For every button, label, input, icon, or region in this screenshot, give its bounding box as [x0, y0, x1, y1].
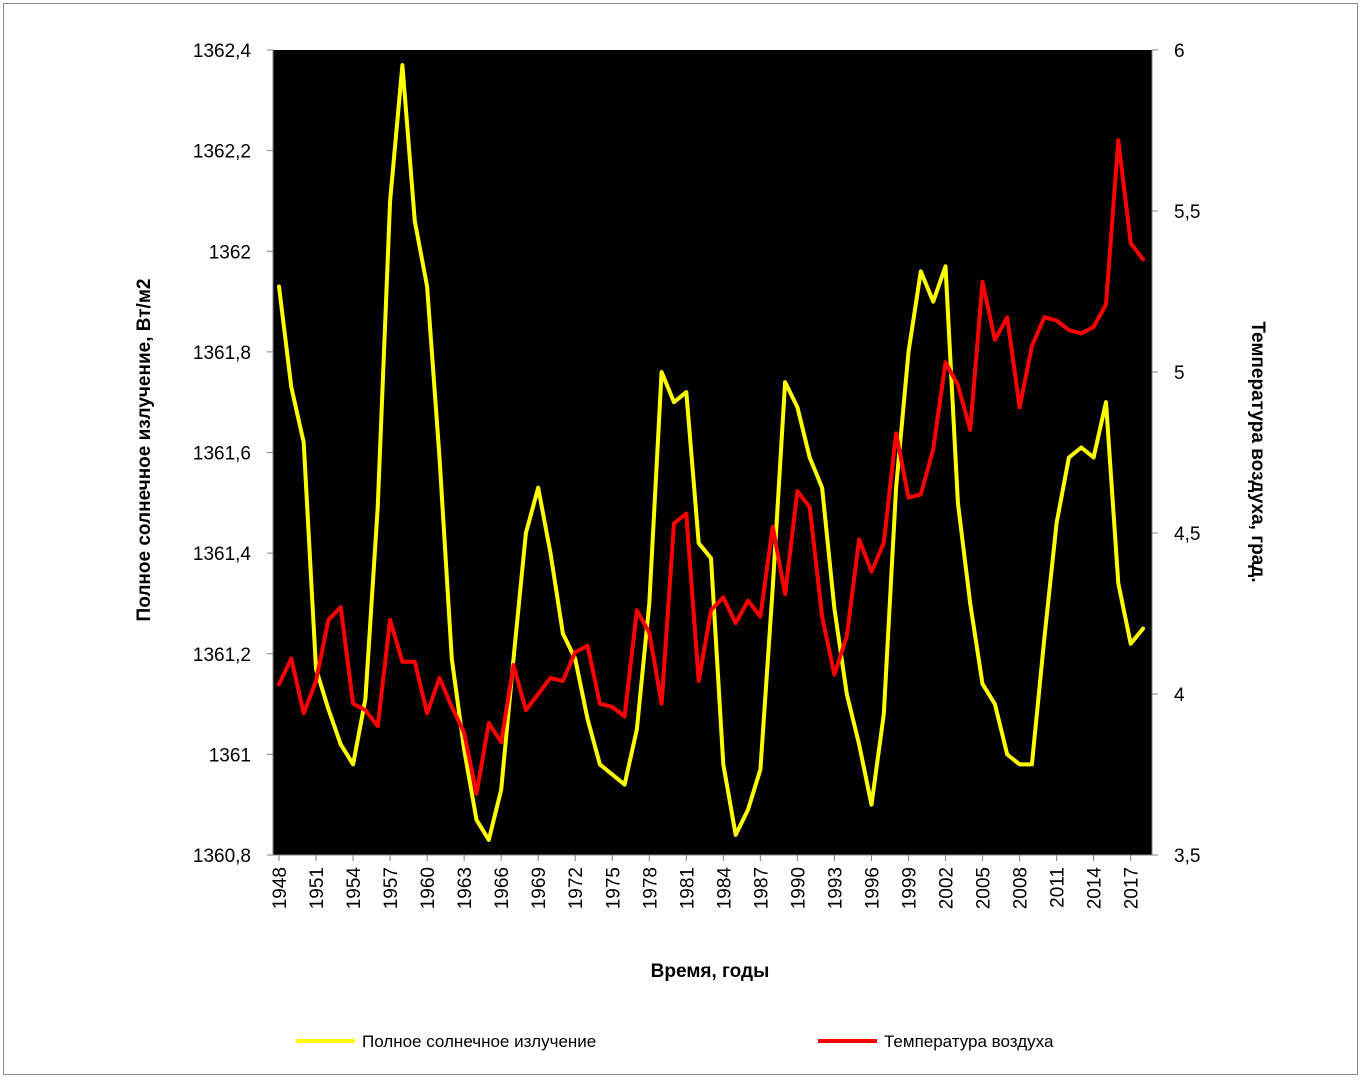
legend-label-solar: Полное солнечное излучение: [362, 1032, 596, 1051]
x-tick-label: 2011: [1048, 867, 1069, 908]
series-line-air-temperature: [277, 138, 1145, 796]
x-tick-label: 2008: [1011, 867, 1032, 909]
chart-frame: [3, 3, 1358, 1075]
y-right-axis-title: Температура воздуха, град.: [1247, 321, 1268, 582]
x-tick-label: 1954: [344, 867, 365, 910]
x-tick-label: 2002: [937, 867, 958, 909]
y-left-tick-label: 1361: [209, 745, 251, 766]
x-tick-label: 1975: [603, 867, 624, 909]
y-left-tick-label: 1362,4: [193, 41, 252, 62]
y-right-tick-label: 3,5: [1174, 846, 1200, 867]
legend: Полное солнечное излучение Температура в…: [296, 1032, 1054, 1051]
x-tick-label: 1981: [677, 867, 698, 909]
y-left-tick-label: 1361,8: [193, 343, 251, 364]
x-tick-label: 1990: [788, 867, 809, 909]
x-tick-label: 1978: [640, 867, 661, 909]
y-left-tick-label: 1361,2: [193, 645, 251, 666]
y-left-tick-label: 1361,4: [193, 544, 252, 565]
x-tick-label: 1948: [270, 867, 291, 909]
y-left-tick-label: 1362: [209, 242, 251, 263]
y-left-tick-label: 1362,2: [193, 142, 251, 163]
x-axis: 1948 1951 1954 1957 1960 1963 1966 1969 1972 1975…: [270, 854, 1152, 910]
x-tick-label: 2005: [974, 867, 995, 909]
y-right-axis: 3,5 4 4,5 5 5,5 6: [1151, 41, 1200, 867]
x-tick-label: 2014: [1085, 867, 1106, 910]
y-right-tick-label: 6: [1174, 41, 1185, 62]
x-tick-label: 1999: [899, 867, 920, 909]
plot-area: [273, 50, 1152, 855]
x-tick-label: 1957: [381, 867, 402, 909]
x-axis-title: Время, годы: [651, 961, 770, 982]
x-tick-label: 1963: [455, 867, 476, 909]
x-tick-label: 1966: [492, 867, 513, 909]
x-tick-label: 1987: [751, 867, 772, 909]
x-tick-label: 2017: [1122, 867, 1143, 909]
y-right-tick-label: 4,5: [1174, 524, 1200, 545]
series-line-solar-irradiance: [277, 63, 1145, 842]
x-tick-label: 1996: [862, 867, 883, 909]
y-right-tick-label: 5: [1174, 363, 1185, 384]
y-left-axis: 1360,8 1361 1361,2 1361,4 1361,6 1361,8 1362 13…: [193, 41, 274, 867]
y-right-tick-label: 4: [1174, 685, 1185, 706]
y-left-tick-label: 1360,8: [193, 846, 251, 867]
x-tick-label: 1969: [529, 867, 550, 909]
series-layer: [277, 63, 1145, 842]
x-tick-label: 1993: [825, 867, 846, 909]
x-tick-label: 1960: [418, 867, 439, 909]
x-tick-label: 1984: [714, 867, 735, 910]
y-left-axis-title: Полное солнечное излучение, Вт/м2: [134, 279, 155, 622]
y-right-tick-label: 5,5: [1174, 202, 1200, 223]
legend-label-temperature: Температура воздуха: [884, 1032, 1054, 1051]
x-tick-label: 1972: [566, 867, 587, 909]
x-tick-label: 1951: [307, 867, 328, 909]
y-left-tick-label: 1361,6: [193, 444, 251, 465]
